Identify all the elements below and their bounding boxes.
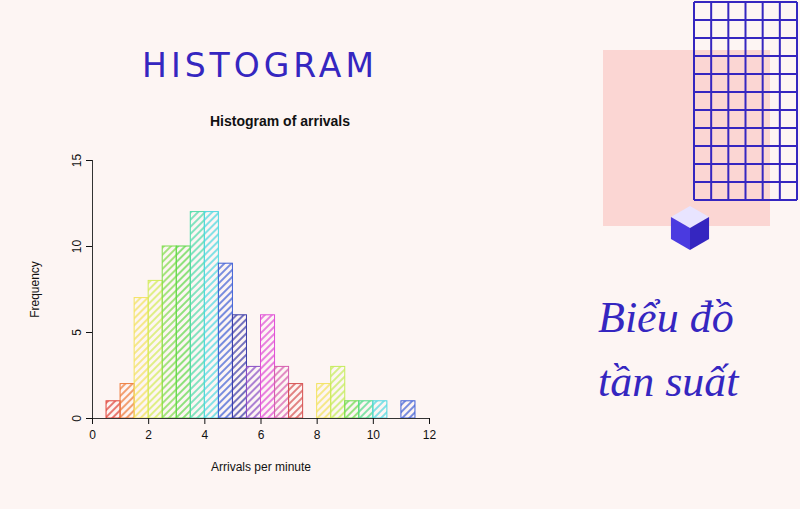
svg-text:6: 6 xyxy=(258,428,265,442)
html-text:HISTOGRAM: HISTOGRAM xyxy=(142,46,378,85)
svg-text:Frequency: Frequency xyxy=(28,261,42,318)
svg-text:10: 10 xyxy=(367,428,381,442)
svg-text:15: 15 xyxy=(70,154,84,168)
html-text:Biểu đồ: Biểu đồ xyxy=(598,293,734,342)
svg-text:10: 10 xyxy=(70,240,84,254)
svg-text:0: 0 xyxy=(89,428,96,442)
svg-text:0: 0 xyxy=(70,415,84,422)
svg-text:4: 4 xyxy=(201,428,208,442)
html-text:Histogram of arrivals: Histogram of arrivals xyxy=(210,113,350,129)
html-text:tần suất: tần suất xyxy=(598,357,739,406)
svg-text:5: 5 xyxy=(70,329,84,336)
svg-text:2: 2 xyxy=(145,428,152,442)
svg-text:Arrivals per minute: Arrivals per minute xyxy=(211,460,311,474)
svg-text:12: 12 xyxy=(423,428,437,442)
svg-text:8: 8 xyxy=(314,428,321,442)
